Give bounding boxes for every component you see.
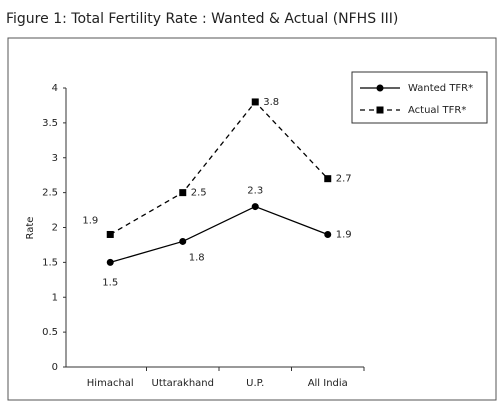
data-label: 1.5 (102, 277, 118, 288)
x-tick-label: Uttarakhand (152, 378, 214, 389)
y-tick-label: 4 (52, 83, 58, 94)
point (106, 230, 114, 238)
point (179, 189, 187, 197)
point (324, 175, 332, 183)
y-tick-label: 3.5 (42, 118, 58, 129)
x-tick-label: Himachal (87, 378, 134, 389)
point (179, 237, 187, 245)
y-tick-label: 1.5 (42, 257, 58, 268)
legend-label: Wanted TFR* (408, 83, 473, 94)
data-label: 1.9 (336, 229, 352, 240)
data-label: 2.3 (247, 186, 263, 197)
x-tick-label: U.P. (246, 378, 264, 389)
point (251, 203, 259, 211)
y-tick-label: 0.5 (42, 327, 58, 338)
y-tick-label: 1 (52, 292, 58, 303)
y-tick-label: 3 (52, 153, 58, 164)
data-label: 1.9 (82, 215, 98, 226)
series-line (109, 100, 329, 236)
data-label: 2.7 (336, 174, 352, 185)
data-label: 2.5 (191, 188, 207, 199)
legend-marker (376, 106, 384, 114)
legend (351, 71, 488, 124)
y-tick-label: 2.5 (42, 188, 58, 199)
series-line (110, 205, 328, 263)
point (324, 230, 332, 238)
point (251, 98, 259, 106)
chart-title: Figure 1: Total Fertility Rate : Wanted … (6, 11, 398, 27)
chart-frame (7, 37, 497, 401)
data-label: 1.8 (189, 252, 205, 263)
x-tick-label: All India (308, 378, 348, 389)
y-tick-label: 0 (52, 362, 58, 373)
y-tick-label: 2 (52, 223, 58, 234)
legend-marker (376, 84, 384, 92)
point (106, 258, 114, 266)
data-label: 3.8 (263, 97, 279, 108)
y-axis-label: Rate (25, 217, 36, 240)
legend-label: Actual TFR* (408, 105, 466, 116)
